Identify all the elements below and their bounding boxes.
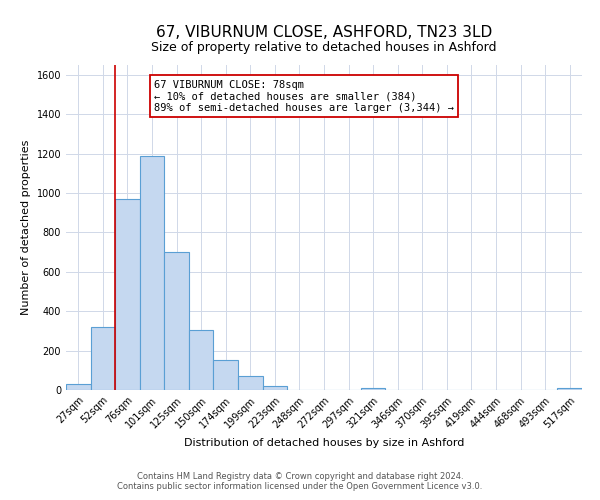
Bar <box>263 386 287 390</box>
Text: Contains HM Land Registry data © Crown copyright and database right 2024.
Contai: Contains HM Land Registry data © Crown c… <box>118 472 482 491</box>
Bar <box>361 388 385 390</box>
Bar <box>140 156 164 390</box>
Bar <box>238 376 263 390</box>
Bar <box>66 384 91 390</box>
Text: Size of property relative to detached houses in Ashford: Size of property relative to detached ho… <box>151 40 497 54</box>
Bar <box>91 327 115 390</box>
Bar <box>189 330 214 390</box>
Bar <box>214 360 238 390</box>
Bar <box>115 199 140 390</box>
Title: 67, VIBURNUM CLOSE, ASHFORD, TN23 3LD: 67, VIBURNUM CLOSE, ASHFORD, TN23 3LD <box>156 25 492 40</box>
Text: 67 VIBURNUM CLOSE: 78sqm
← 10% of detached houses are smaller (384)
89% of semi-: 67 VIBURNUM CLOSE: 78sqm ← 10% of detach… <box>154 80 454 113</box>
X-axis label: Distribution of detached houses by size in Ashford: Distribution of detached houses by size … <box>184 438 464 448</box>
Y-axis label: Number of detached properties: Number of detached properties <box>21 140 31 315</box>
Bar <box>557 388 582 390</box>
Bar <box>164 252 189 390</box>
